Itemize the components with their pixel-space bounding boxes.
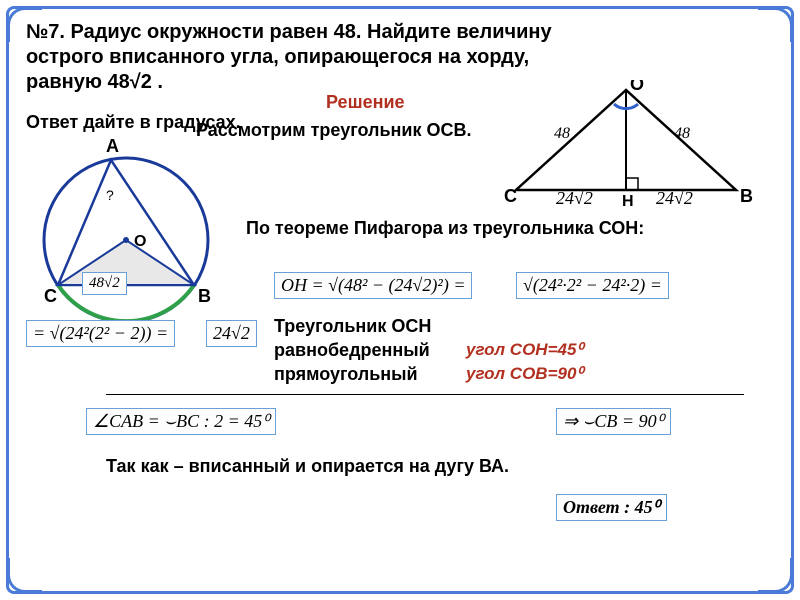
formula-oh-1: OH = √(48² − (24√2)²) = [274, 272, 472, 299]
tri-r2: 48 [674, 125, 690, 142]
angle-con: угол СОН=45⁰ [466, 340, 583, 360]
step3b: равнобедренный [274, 340, 430, 361]
tri-r1: 48 [554, 125, 570, 142]
triangle-figure: O C B Н 48 48 [496, 80, 756, 210]
tri-O: O [630, 80, 644, 94]
step3a: Треугольник ОСН [274, 316, 431, 337]
formula-cb: ⇒ ⌣CB = 90⁰ [556, 408, 671, 435]
divider [106, 394, 744, 395]
tri-h1: 24√2 [556, 188, 593, 209]
point-B: B [198, 286, 211, 306]
tri-B: B [740, 186, 753, 206]
tri-C: C [504, 186, 517, 206]
tri-H: Н [622, 193, 634, 210]
final-line: Так как – вписанный и опирается на дугу … [106, 456, 509, 477]
slide-content: №7. Радиус окружности равен 48. Найдите … [26, 20, 774, 580]
tri-h2: 24√2 [656, 188, 693, 209]
title-line2: острого вписанного угла, опирающегося на… [26, 46, 529, 68]
formula-cab: ∠CAB = ⌣BC : 2 = 45⁰ [86, 408, 276, 435]
title-line1: №7. Радиус окружности равен 48. Найдите … [26, 21, 552, 43]
point-C: C [44, 286, 57, 306]
angle-cob: угол СОВ=90⁰ [466, 364, 583, 384]
point-O: О [134, 233, 146, 250]
point-A: A [106, 136, 119, 156]
formula-oh-3: = √(24²(2² − 2)) = [26, 320, 175, 347]
title-line3: равную 48√2 . [26, 71, 163, 93]
formula-oh-4: 24√2 [206, 320, 257, 347]
step1: Рассмотрим треугольник ОСВ. [196, 120, 471, 141]
chord-label: 48√2 [82, 272, 127, 295]
formula-oh-2: √(24²·2² − 24²·2) = [516, 272, 669, 299]
answer-box: Ответ : 45⁰ [556, 494, 667, 521]
step3c: прямоугольный [274, 364, 418, 385]
solve-label: Решение [326, 92, 405, 113]
step2: По теореме Пифагора из треугольника СОН: [246, 218, 726, 239]
angle-q: ? [106, 187, 114, 203]
circle-figure: A C B О ? [16, 130, 236, 340]
